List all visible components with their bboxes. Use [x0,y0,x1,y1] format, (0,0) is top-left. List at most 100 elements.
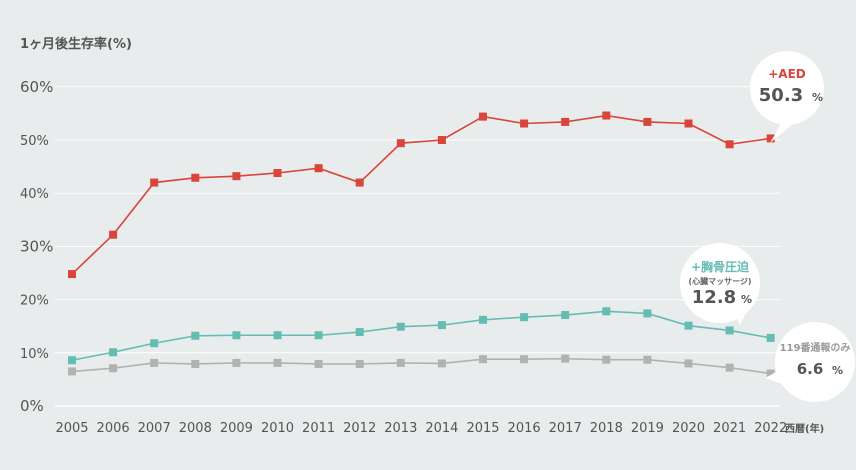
series-0 [68,111,775,279]
y-tick-label: 40% [20,187,49,202]
data-point [766,134,775,143]
series-2 [68,354,775,378]
data-point [437,136,446,144]
data-point [479,112,487,121]
x-tick-label: 2016 [508,421,541,436]
data-point [561,354,570,363]
callout-119-title: 119番通報のみ [780,341,851,354]
data-point [396,322,405,331]
data-point [232,331,241,340]
data-point [150,178,159,187]
callout-119-only: 119番通報のみ 6.6 % [765,322,855,402]
x-tick-label: 2009 [220,421,253,436]
series-lines [68,111,775,378]
y-tick-label: 60% [20,78,53,96]
data-point [396,358,405,367]
callout-chest-subtitle: (心臓マッサージ) [688,276,751,286]
data-point [643,309,652,318]
x-tick-label: 2011 [302,421,335,436]
data-point [725,140,734,149]
x-tick-label: 2013 [384,421,417,436]
data-point [684,119,693,128]
data-point [68,367,76,376]
data-point [520,355,529,364]
series-line [71,310,771,362]
callout-aed-value: 50.3 [759,85,803,106]
data-point [396,139,405,148]
callout-aed-unit: % [812,91,823,104]
data-point [150,339,159,348]
data-point [725,326,734,335]
data-point [725,363,734,372]
x-tick-label: 2007 [138,421,171,436]
data-point [355,328,364,337]
data-point [273,331,282,340]
data-point [355,359,364,368]
data-point [314,359,323,368]
series-1 [68,307,775,365]
x-axis-unit: 西暦(年) [785,422,824,435]
y-tick-label: 0% [20,397,44,415]
data-point [232,172,241,181]
data-point [479,355,487,364]
y-axis-ticks: 0% 10% 20% 30% 40% 50% 60% [20,78,53,415]
data-point [68,270,76,279]
x-tick-label: 2019 [631,421,664,436]
data-point [109,348,118,357]
data-point [561,311,570,320]
series-line [71,357,771,375]
data-point [643,117,652,126]
data-point [232,358,241,367]
data-point [684,359,693,368]
data-point [191,359,200,368]
data-point [150,358,159,367]
data-point [191,331,200,340]
data-point [191,173,200,182]
x-tick-label: 2005 [55,421,88,436]
data-point [766,333,775,342]
y-axis-title: 1ヶ月後生存率(%) [20,36,132,52]
x-tick-label: 2006 [97,421,130,436]
callout-chest-title: +胸骨圧迫 [691,259,750,274]
data-point [109,364,118,373]
callout-chest-unit: % [741,293,752,306]
series-line [71,114,771,275]
data-point [684,321,693,330]
x-tick-label: 2015 [466,421,499,436]
grid-lines [55,86,780,407]
y-tick-label: 10% [20,347,49,362]
data-point [314,164,323,173]
y-tick-label: 50% [20,134,49,149]
data-point [520,313,529,322]
x-tick-label: 2008 [179,421,212,436]
data-point [355,178,364,187]
data-point [602,111,611,120]
x-tick-label: 2017 [549,421,582,436]
callout-chest-value: 12.8 [692,287,736,308]
data-point [314,331,323,340]
x-tick-label: 2010 [261,421,294,436]
x-tick-label: 2018 [590,421,623,436]
x-tick-label: 2021 [713,421,746,436]
data-point [437,321,446,330]
x-tick-label: 2012 [343,421,376,436]
data-point [602,307,611,316]
callout-aed-title: +AED [768,67,806,81]
x-axis-ticks: 2005 2006 2007 2008 2009 2010 2011 2012 2013 2014… [55,421,787,436]
data-point [109,230,118,239]
data-point [766,369,775,378]
x-tick-label: 2020 [672,421,705,436]
data-point [273,168,282,177]
y-tick-label: 20% [20,294,49,309]
callout-aed: +AED 50.3 % [750,51,824,143]
x-tick-label: 2014 [425,421,458,436]
callout-119-unit: % [832,364,843,377]
callout-chest-compression: +胸骨圧迫 (心臓マッサージ) 12.8 % [680,243,760,325]
data-point [520,119,529,128]
data-point [479,315,487,324]
callout-119-value: 6.6 [797,360,824,378]
data-point [68,356,76,365]
data-point [437,359,446,368]
y-tick-label: 30% [20,237,53,255]
